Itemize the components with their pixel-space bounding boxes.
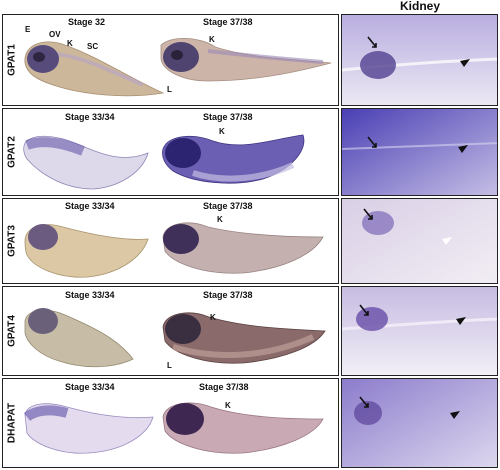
row-dhapat: DHAPAT Stage 33/34 Stage 37/38 K: [2, 378, 339, 468]
kidney-panel-gpat1: [341, 14, 498, 106]
embryo-images: [24, 308, 326, 368]
kidney-column-header: Kidney: [399, 0, 440, 13]
annotation-eye: E: [25, 25, 31, 34]
embryo-images: [24, 222, 324, 278]
embryo-right-head: [165, 138, 201, 168]
kidney-panel-dhapat: [341, 378, 498, 468]
arrow-icon: [359, 396, 369, 408]
row-gpat4: GPAT4 Stage 33/34 Stage 37/38 K L: [2, 286, 339, 376]
annotation-otic-vesicle: OV: [49, 30, 61, 39]
annotation-spinal-cord: SC: [87, 42, 99, 51]
arrow-icon: [363, 208, 373, 220]
annotation-kidney-right: K: [210, 313, 216, 322]
arrow-icon: [367, 36, 377, 48]
embryo-left: [24, 403, 154, 454]
embryo-left-head: [28, 308, 58, 334]
embryo-images: [23, 134, 305, 190]
kidney-panel-gpat3: [341, 198, 498, 284]
annotation-kidney-right: K: [219, 127, 225, 136]
stage-label-right: Stage 37/38: [199, 382, 249, 392]
annotation-kidney-right: K: [225, 401, 231, 410]
annotation-liver: L: [167, 361, 172, 370]
embryo-right-head: [163, 224, 199, 254]
annotation-kidney-left: K: [67, 39, 73, 48]
stage-label-left: Stage 33/34: [65, 112, 115, 122]
row-gpat1: GPAT1 Stage 32 Stage 37/38 E OV K SC K L: [2, 14, 339, 106]
arrow-icon: [359, 304, 369, 316]
embryo-right: [160, 38, 332, 82]
annotation-kidney-right: K: [209, 35, 215, 44]
embryo-right-head: [166, 403, 204, 435]
annotation-kidney-right: K: [217, 215, 223, 224]
embryo-right-head: [165, 314, 201, 344]
embryo-right: [162, 222, 324, 274]
arrowhead-icon: [442, 237, 452, 245]
embryo-images: [23, 402, 324, 454]
kidney-panel-gpat4: [341, 286, 498, 376]
arrow-icon: [367, 136, 377, 148]
stage-label-right: Stage 37/38: [203, 290, 253, 300]
arrowhead-icon: [458, 145, 468, 153]
embryo-left-head: [28, 224, 58, 250]
annotation-liver: L: [167, 85, 172, 94]
stage-label-right: Stage 37/38: [203, 201, 253, 211]
embryo-images: [24, 38, 332, 97]
pronephros-stain: [360, 51, 396, 79]
row-gpat3: GPAT3 Stage 33/34 Stage 37/38 K: [2, 198, 339, 284]
arrowhead-icon: [456, 317, 466, 325]
stage-label-left: Stage 33/34: [65, 382, 115, 392]
stage-label-left: Stage 32: [68, 17, 106, 27]
pronephros-stain: [362, 211, 394, 235]
stage-label-right: Stage 37/38: [203, 112, 253, 122]
kidney-panel-gpat2: [341, 108, 498, 196]
stage-label-left: Stage 33/34: [65, 201, 115, 211]
pronephros-stain: [354, 401, 382, 425]
stage-label-right: Stage 37/38: [203, 17, 253, 27]
stage-label-left: Stage 33/34: [65, 290, 115, 300]
arrowhead-icon: [460, 59, 470, 67]
arrowhead-icon: [450, 411, 460, 419]
row-gpat2: GPAT2 Stage 33/34 Stage 37/38 K: [2, 108, 339, 196]
pronephros-stain: [356, 307, 388, 331]
